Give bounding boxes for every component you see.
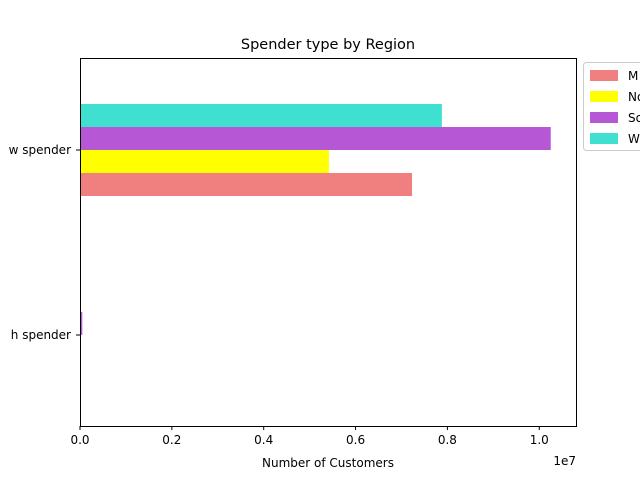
legend-swatch [590,70,618,81]
x-tick-label: 0.8 [438,433,457,447]
bar-group [80,104,551,335]
x-tick-label: 0.4 [254,433,273,447]
chart-title: Spender type by Region [241,37,415,53]
legend-swatch [590,112,618,123]
legend-swatch [590,133,618,144]
x-tick-label: 0.2 [162,433,181,447]
x-axis-scale-label: 1e7 [553,454,576,468]
legend-label: M [628,69,638,83]
x-axis-ticks: 0.0 0.2 0.4 0.6 0.8 1.0 [70,426,549,447]
bar-low-spender-series-1 [80,173,413,196]
legend-label: W [628,132,640,146]
bar-low-spender-series-3 [80,127,551,150]
bar-low-spender-series-4 [80,104,442,127]
y-tick-label: h spender [11,328,71,342]
legend-label: So [628,111,640,125]
y-axis-ticks: w spender h spender [9,143,80,342]
legend-box [583,62,640,151]
legend: M No So W [583,62,640,151]
legend-label: No [628,90,640,104]
x-tick-label: 1.0 [530,433,549,447]
bar-high-spender-series-3 [80,312,83,335]
x-tick-label: 0.6 [346,433,365,447]
legend-swatch [590,91,618,102]
y-tick-label: w spender [9,143,71,157]
x-tick-label: 0.0 [70,433,89,447]
x-axis-label: Number of Customers [262,456,394,470]
plot-frame [80,58,577,427]
bar-low-spender-series-2 [80,150,329,173]
